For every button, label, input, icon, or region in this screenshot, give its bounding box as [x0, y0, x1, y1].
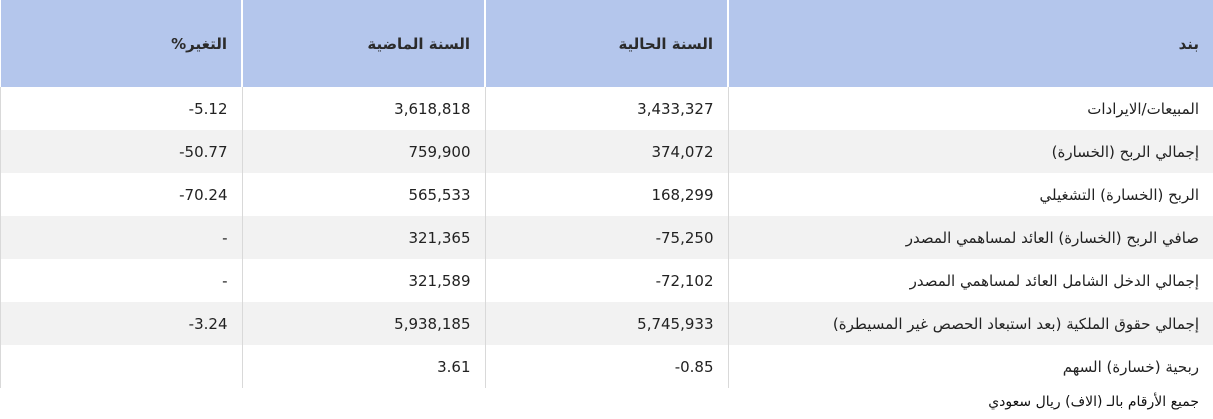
- row-change: -: [0, 259, 242, 302]
- row-item: إجمالي حقوق الملكية (بعد استبعاد الحصص غ…: [727, 302, 1213, 345]
- row-item: إجمالي الدخل الشامل العائد لمساهمي المصد…: [727, 259, 1213, 302]
- header-previous-year: السنة الماضية: [241, 0, 485, 87]
- table-row: ربحية (خسارة) السهم -0.85 3.61: [0, 345, 1213, 388]
- table-header-row: بند السنة الحالية السنة الماضية التغير%: [0, 0, 1213, 87]
- row-change: -: [0, 216, 242, 259]
- table-row: إجمالي الدخل الشامل العائد لمساهمي المصد…: [0, 259, 1213, 302]
- row-item: إجمالي الربح (الخسارة): [727, 130, 1213, 173]
- row-previous: 5,938,185: [241, 302, 485, 345]
- table-row: إجمالي حقوق الملكية (بعد استبعاد الحصص غ…: [0, 302, 1213, 345]
- row-change: 3.24-: [0, 302, 242, 345]
- row-current: -0.85: [484, 345, 728, 388]
- row-current: 374,072: [484, 130, 728, 173]
- row-change: [0, 345, 242, 388]
- table-row: المبيعات/الايرادات 3,433,327 3,618,818 5…: [0, 87, 1213, 130]
- row-change: 70.24-: [0, 173, 242, 216]
- row-current: 5,745,933: [484, 302, 728, 345]
- table-row: صافي الربح (الخسارة) العائد لمساهمي المص…: [0, 216, 1213, 259]
- table-row: الربح (الخسارة) التشغيلي 168,299 565,533…: [0, 173, 1213, 216]
- row-item: ربحية (خسارة) السهم: [727, 345, 1213, 388]
- row-current: -75,250: [484, 216, 728, 259]
- financial-table: بند السنة الحالية السنة الماضية التغير% …: [0, 0, 1213, 388]
- header-change-percent: التغير%: [0, 0, 242, 87]
- row-previous: 3,618,818: [241, 87, 485, 130]
- row-previous: 321,365: [241, 216, 485, 259]
- table-row: إجمالي الربح (الخسارة) 374,072 759,900 5…: [0, 130, 1213, 173]
- row-current: 168,299: [484, 173, 728, 216]
- row-previous: 3.61: [241, 345, 485, 388]
- row-item: المبيعات/الايرادات: [727, 87, 1213, 130]
- row-previous: 759,900: [241, 130, 485, 173]
- row-change: 50.77-: [0, 130, 242, 173]
- footnote: جميع الأرقام بالـ (الاف) ريال سعودي: [988, 394, 1199, 410]
- row-current: 3,433,327: [484, 87, 728, 130]
- row-current: -72,102: [484, 259, 728, 302]
- header-current-year: السنة الحالية: [484, 0, 728, 87]
- header-item: بند: [727, 0, 1213, 87]
- row-item: الربح (الخسارة) التشغيلي: [727, 173, 1213, 216]
- row-previous: 565,533: [241, 173, 485, 216]
- row-change: 5.12-: [0, 87, 242, 130]
- row-item: صافي الربح (الخسارة) العائد لمساهمي المص…: [727, 216, 1213, 259]
- row-previous: 321,589: [241, 259, 485, 302]
